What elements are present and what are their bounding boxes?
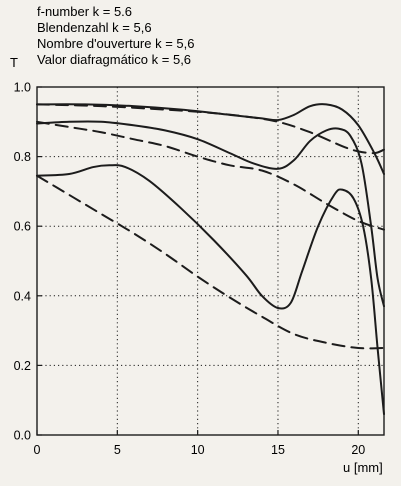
y-tick-label: 0.2	[14, 359, 31, 373]
title-line: Nombre d'ouverture k = 5,6	[37, 36, 194, 51]
y-tick-label: 0.0	[14, 429, 31, 443]
solid-curve-1	[36, 103, 385, 175]
x-tick-label: 15	[271, 443, 285, 457]
dashed-curve-2	[36, 103, 385, 155]
x-tick-label: 0	[34, 443, 41, 457]
dashed-curve-6	[36, 174, 385, 350]
title-line: Blendenzahl k = 5,6	[37, 20, 152, 35]
y-tick-label: 0.8	[14, 150, 31, 164]
y-axis-label: T	[10, 55, 18, 70]
y-tick-label: 0.6	[14, 220, 31, 234]
x-tick-label: 10	[191, 443, 205, 457]
tick-labels: 0 5 10 15 20 0.0 0.2 0.4 0.6 0.8 1.0	[14, 81, 366, 458]
x-axis-label: u [mm]	[343, 460, 383, 475]
grid-lines	[37, 87, 384, 435]
x-tick-label: 5	[114, 443, 121, 457]
x-tick-label: 20	[351, 443, 365, 457]
plot-frame	[36, 86, 385, 436]
y-tick-label: 1.0	[14, 81, 31, 95]
dashed-curve-4	[36, 120, 385, 231]
series-group	[36, 103, 385, 416]
title-line: Valor diafragmático k = 5,6	[37, 52, 191, 67]
title-line: f-number k = 5.6	[37, 4, 132, 19]
solid-curve-5	[36, 164, 385, 416]
tick-marks	[36, 86, 359, 436]
y-tick-label: 0.4	[14, 289, 31, 303]
solid-curve-3	[36, 120, 385, 308]
